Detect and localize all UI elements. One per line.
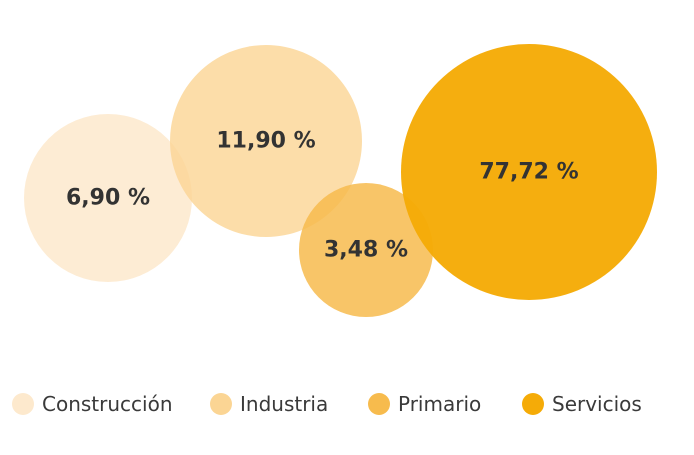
- legend-item-primario[interactable]: Primario: [368, 384, 481, 424]
- legend-marker-servicios: [522, 393, 544, 415]
- legend-marker-construccion: [12, 393, 34, 415]
- bubble-label-servicios: 77,72 %: [479, 160, 578, 185]
- legend-item-servicios[interactable]: Servicios: [522, 384, 642, 424]
- bubble-label-primario: 3,48 %: [324, 238, 408, 263]
- chart-legend: Construcción Industria Primario Servicio…: [0, 384, 694, 424]
- bubble-industria[interactable]: [170, 45, 362, 237]
- bubble-servicios[interactable]: [401, 44, 657, 300]
- bubble-plot: 6,90 % 11,90 % 3,48 % 77,72 %: [24, 44, 657, 317]
- legend-label-servicios: Servicios: [552, 392, 642, 416]
- legend-marker-industria: [210, 393, 232, 415]
- bubble-primario[interactable]: [299, 183, 433, 317]
- legend-label-primario: Primario: [398, 392, 482, 416]
- bubble-label-industria: 11,90 %: [216, 129, 315, 154]
- legend-marker-primario: [368, 393, 390, 415]
- legend-item-industria[interactable]: Industria: [210, 384, 328, 424]
- legend-label-industria: Industria: [240, 392, 329, 416]
- legend-label-construccion: Construcción: [42, 392, 173, 416]
- bubble-label-construccion: 6,90 %: [66, 186, 150, 211]
- bubble-construccion[interactable]: [24, 114, 192, 282]
- legend-item-construccion[interactable]: Construcción: [12, 384, 173, 424]
